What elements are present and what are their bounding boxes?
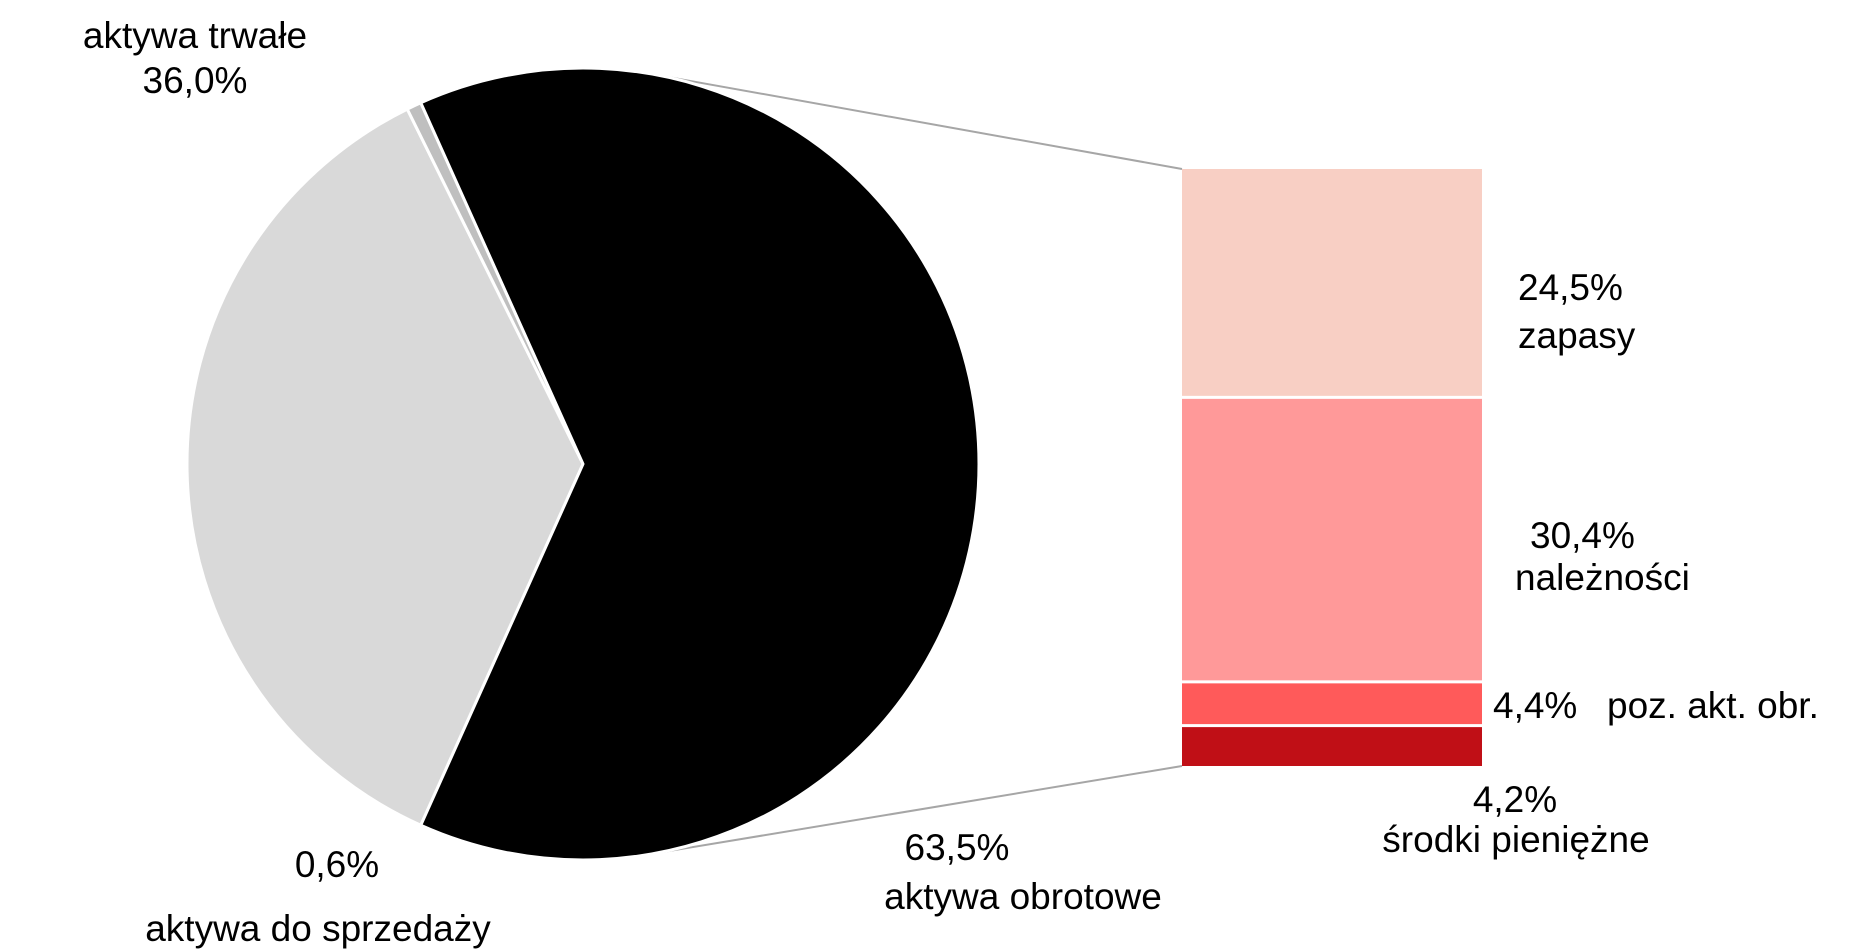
bar-label-zapasy-name: zapasy: [1518, 315, 1636, 356]
bar-segment-zapasy: [1182, 169, 1482, 396]
pie-label-aktywa-trwale-name: aktywa trwałe: [83, 15, 307, 56]
bar-label-srodki-pieniezne-name: środki pieniężne: [1382, 819, 1649, 860]
connector-lines: [657, 74, 1183, 854]
bar-segment-naleznosci: [1182, 398, 1482, 681]
connector-line-top: [657, 74, 1183, 170]
breakdown-bar: [1182, 169, 1482, 766]
bar-label-srodki-pieniezne-value: 4,2%: [1473, 779, 1557, 820]
pie-label-aktywa-obrotowe-value: 63,5%: [905, 827, 1010, 868]
bar-label-naleznosci-value: 30,4%: [1530, 515, 1635, 556]
pie-label-aktywa-do-sprzedazy-value: 0,6%: [295, 844, 379, 885]
bar-segment-poz-akt-obr: [1182, 683, 1482, 725]
connector-line-bottom: [657, 765, 1183, 854]
pie-slice-aktywa-trwale: [185, 107, 585, 827]
bar-segment-srodki-pieniezne: [1182, 727, 1482, 766]
pie-label-aktywa-do-sprzedazy-name: aktywa do sprzedaży: [145, 908, 491, 949]
bar-label-poz-akt-obr-name: poz. akt. obr.: [1607, 685, 1819, 726]
bar-label-zapasy-value: 24,5%: [1518, 267, 1623, 308]
pie-slice-aktywa-obrotowe: [419, 66, 981, 862]
bar-label-poz-akt-obr-value: 4,4%: [1493, 685, 1577, 726]
pie-label-aktywa-trwale-value: 36,0%: [143, 60, 248, 101]
bar-label-naleznosci-name: należności: [1515, 557, 1690, 598]
pie: [185, 66, 981, 862]
pie-label-aktywa-obrotowe-name: aktywa obrotowe: [884, 876, 1162, 917]
